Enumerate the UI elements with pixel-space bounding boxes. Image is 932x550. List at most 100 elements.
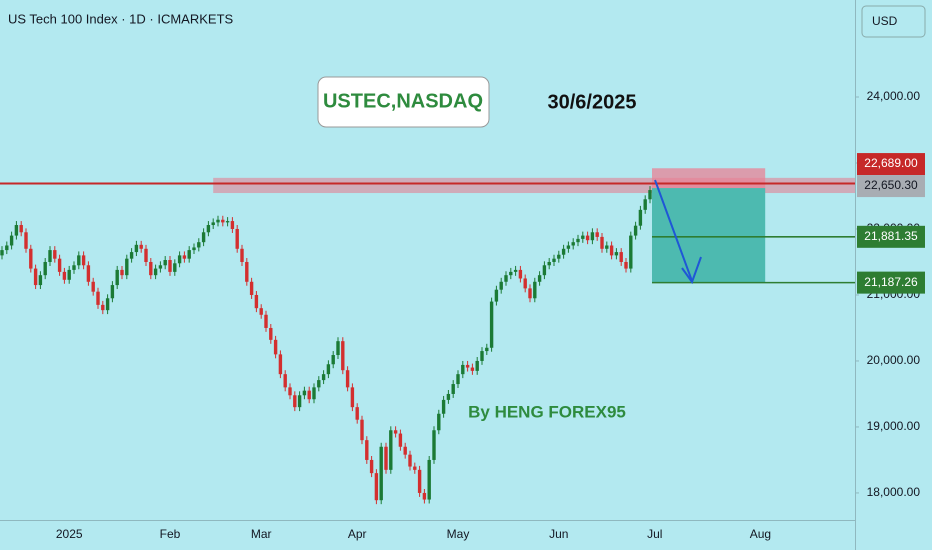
candle-body (149, 261, 153, 276)
candle-body (557, 254, 561, 259)
candle-body (360, 419, 364, 441)
candle-body (523, 278, 527, 289)
candle-body (379, 446, 383, 501)
x-tick-label: 2025 (56, 527, 83, 541)
x-tick-label: Apr (348, 527, 367, 541)
candle-body (53, 250, 57, 259)
candle-body (201, 232, 206, 243)
candle-body (67, 269, 71, 280)
candle-body (331, 355, 335, 365)
x-tick-label: Jul (647, 527, 662, 541)
candle-body (600, 236, 604, 249)
candle-body (297, 395, 302, 408)
candle-body (302, 390, 307, 396)
candle-body (432, 430, 436, 460)
candle-body (283, 374, 287, 388)
candle-body (134, 244, 139, 253)
target-zone (652, 188, 766, 283)
y-tick-label: 24,000.00 (867, 89, 921, 103)
candle-body (249, 281, 254, 295)
candle-body (619, 252, 623, 262)
candle-body (177, 255, 182, 264)
candle-body (0, 250, 4, 256)
axes: 18,000.0019,000.0020,000.0021,000.0022,0… (56, 89, 925, 541)
candle-body (192, 247, 196, 251)
price-label-box (857, 175, 925, 198)
candle-body (355, 407, 359, 420)
candle-body (86, 265, 91, 282)
candle-body (321, 374, 326, 381)
x-tick-label: May (447, 527, 470, 541)
candle-body (326, 364, 331, 375)
candle-body (576, 238, 580, 243)
candle-body (422, 492, 427, 500)
candle-body (101, 304, 105, 311)
date-label: 30/6/2025 (548, 91, 637, 113)
candle-body (216, 219, 220, 223)
candle-body (307, 390, 311, 400)
candle-body (221, 219, 225, 223)
candle-body (120, 269, 124, 276)
currency[interactable]: USD (872, 14, 898, 28)
candle-body (417, 469, 422, 493)
price-label-box (857, 153, 925, 176)
candle-body (288, 387, 292, 396)
down-arrow (654, 179, 702, 285)
stop-zone (652, 168, 766, 189)
candle-body (182, 255, 187, 259)
arrow-shaft (654, 179, 693, 282)
candle-body (230, 221, 235, 229)
candle-body (465, 364, 470, 368)
candle-body (552, 258, 556, 262)
x-tick-label: Mar (251, 527, 272, 541)
candle-body (499, 281, 503, 290)
y-tick-label: 18,000.00 (867, 485, 921, 499)
candle-body (384, 446, 388, 470)
candle-body (605, 245, 609, 249)
arrow-head (681, 256, 702, 285)
candle-body (158, 265, 163, 269)
candle-body (533, 281, 537, 299)
candle-body (547, 261, 551, 266)
currency-box[interactable] (861, 5, 926, 38)
candle-body (441, 399, 446, 414)
candle-body (638, 209, 643, 226)
candle-body (38, 275, 43, 286)
candle-body (345, 370, 350, 388)
candle-body (403, 446, 407, 455)
candle-body (62, 271, 67, 280)
candle-body (245, 261, 249, 282)
candle-body (211, 222, 215, 226)
candle-body (187, 250, 191, 259)
candle-body (264, 314, 268, 328)
candle-body (393, 430, 398, 434)
candle-body (81, 255, 86, 266)
price-label-box (857, 225, 925, 248)
price-label: 21,881.35 (864, 229, 918, 243)
price-label-box (857, 271, 925, 294)
candle-body (48, 250, 52, 262)
label-box (317, 76, 490, 128)
candle-body (518, 269, 523, 279)
candle-body (648, 190, 652, 200)
candle-body (129, 252, 134, 259)
candle-body (336, 341, 340, 356)
candle-body (542, 265, 547, 276)
candle-body (480, 351, 484, 361)
candle-body (509, 271, 513, 276)
candle-body (561, 248, 566, 255)
candle-body (504, 275, 508, 282)
candle-body (91, 281, 95, 292)
candle-body (225, 221, 230, 223)
symbol-label: USTEC,NASDAQ (323, 90, 483, 112)
chart-title: US Tech 100 Index · 1D · ICMARKETS (8, 11, 234, 26)
x-tick-label: Feb (160, 527, 181, 541)
candle-body (350, 387, 355, 408)
candle-body (590, 232, 595, 241)
candle-body (206, 225, 211, 233)
candle-body (446, 393, 451, 400)
candle-body (451, 384, 455, 394)
candle-body (408, 454, 412, 467)
candle-body (614, 252, 619, 256)
